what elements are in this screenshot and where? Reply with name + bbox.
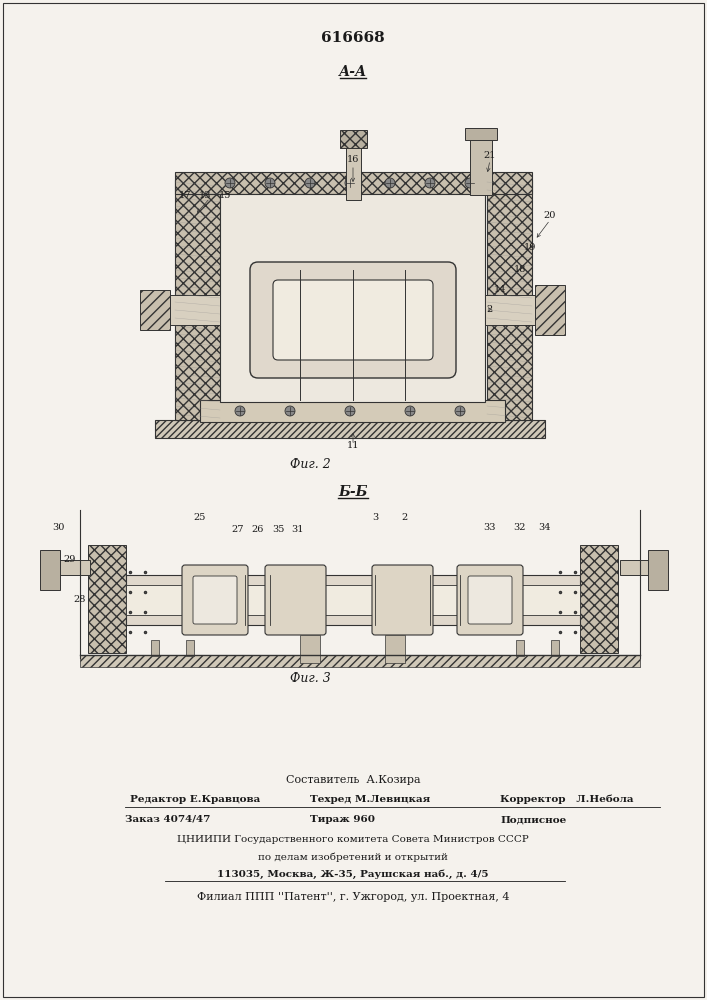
Bar	[40, 550, 60, 590]
Bar	[551, 640, 559, 656]
Text: 20: 20	[544, 211, 556, 220]
Bar	[151, 640, 159, 656]
Bar	[126, 575, 580, 625]
Text: 19: 19	[524, 243, 536, 252]
Circle shape	[305, 178, 315, 188]
Circle shape	[455, 406, 465, 416]
Bar	[55, 560, 90, 575]
Bar	[535, 285, 565, 335]
Bar	[465, 128, 497, 140]
Text: 14: 14	[493, 286, 506, 294]
Bar	[175, 172, 532, 194]
Text: Тираж 960: Тираж 960	[310, 815, 375, 824]
Bar	[155, 420, 545, 438]
Bar	[300, 635, 320, 663]
Text: 33: 33	[484, 524, 496, 532]
Bar	[140, 290, 170, 330]
FancyBboxPatch shape	[250, 262, 456, 378]
Bar	[88, 545, 126, 653]
Text: 31: 31	[292, 526, 304, 534]
Bar	[487, 180, 532, 420]
Text: 11: 11	[346, 440, 359, 450]
Circle shape	[265, 178, 275, 188]
Text: 17: 17	[179, 190, 192, 200]
Text: Редактор Е.Кравцова: Редактор Е.Кравцова	[130, 795, 260, 804]
Text: Заказ 4074/47: Заказ 4074/47	[125, 815, 211, 824]
Text: 32: 32	[514, 524, 526, 532]
Bar	[186, 640, 194, 656]
Text: 2: 2	[487, 306, 493, 314]
Text: 29: 29	[64, 556, 76, 564]
Bar	[648, 550, 668, 590]
Text: 13: 13	[199, 190, 211, 200]
Bar	[516, 640, 524, 656]
Bar	[200, 400, 505, 422]
Text: 113035, Москва, Ж-35, Раушская наб., д. 4/5: 113035, Москва, Ж-35, Раушская наб., д. …	[217, 869, 489, 879]
Text: 30: 30	[52, 524, 64, 532]
Bar	[580, 545, 618, 653]
Bar	[175, 180, 220, 420]
FancyBboxPatch shape	[193, 576, 237, 624]
Text: 15: 15	[218, 190, 231, 200]
Bar	[220, 194, 485, 402]
Bar	[485, 295, 553, 325]
Text: 3: 3	[372, 514, 378, 522]
Text: Составитель  А.Козира: Составитель А.Козира	[286, 775, 421, 785]
Bar	[340, 130, 367, 148]
Bar	[620, 560, 655, 575]
FancyBboxPatch shape	[265, 565, 326, 635]
Circle shape	[345, 178, 355, 188]
FancyBboxPatch shape	[457, 565, 523, 635]
Text: по делам изобретений и открытий: по делам изобретений и открытий	[258, 852, 448, 861]
Bar	[126, 585, 580, 615]
Text: 27: 27	[232, 526, 244, 534]
Circle shape	[405, 406, 415, 416]
Circle shape	[345, 406, 355, 416]
Circle shape	[225, 178, 235, 188]
Text: ЦНИИПИ Государственного комитета Совета Министров СССР: ЦНИИПИ Государственного комитета Совета …	[177, 835, 529, 844]
Text: 16: 16	[347, 155, 359, 164]
Text: 616668: 616668	[321, 31, 385, 45]
Text: 18: 18	[514, 265, 526, 274]
Circle shape	[425, 178, 435, 188]
Text: 35: 35	[271, 526, 284, 534]
Text: Техред М.Левицкая: Техред М.Левицкая	[310, 795, 431, 804]
Circle shape	[465, 178, 475, 188]
Text: Корректор   Л.Небола: Корректор Л.Небола	[500, 795, 633, 804]
FancyBboxPatch shape	[468, 576, 512, 624]
Text: 21: 21	[484, 150, 496, 159]
Circle shape	[385, 178, 395, 188]
Bar	[346, 140, 361, 200]
Text: 28: 28	[74, 595, 86, 604]
Text: Б-Б: Б-Б	[338, 485, 368, 499]
FancyBboxPatch shape	[182, 565, 248, 635]
Text: А-А: А-А	[339, 65, 367, 79]
Bar	[80, 655, 640, 667]
Text: Фиг. 2: Фиг. 2	[290, 458, 330, 471]
Text: Подписное: Подписное	[500, 815, 566, 824]
Circle shape	[235, 406, 245, 416]
FancyBboxPatch shape	[273, 280, 433, 360]
Text: 25: 25	[194, 514, 206, 522]
Bar	[385, 635, 405, 663]
Text: Филиал ППП ''Патент'', г. Ужгород, ул. Проектная, 4: Филиал ППП ''Патент'', г. Ужгород, ул. П…	[197, 892, 509, 902]
Text: Фиг. 3: Фиг. 3	[290, 672, 330, 685]
Circle shape	[285, 406, 295, 416]
Bar	[152, 295, 220, 325]
Text: 2: 2	[402, 514, 408, 522]
Text: 26: 26	[252, 526, 264, 534]
Bar	[470, 130, 492, 195]
FancyBboxPatch shape	[372, 565, 433, 635]
Text: 34: 34	[539, 524, 551, 532]
